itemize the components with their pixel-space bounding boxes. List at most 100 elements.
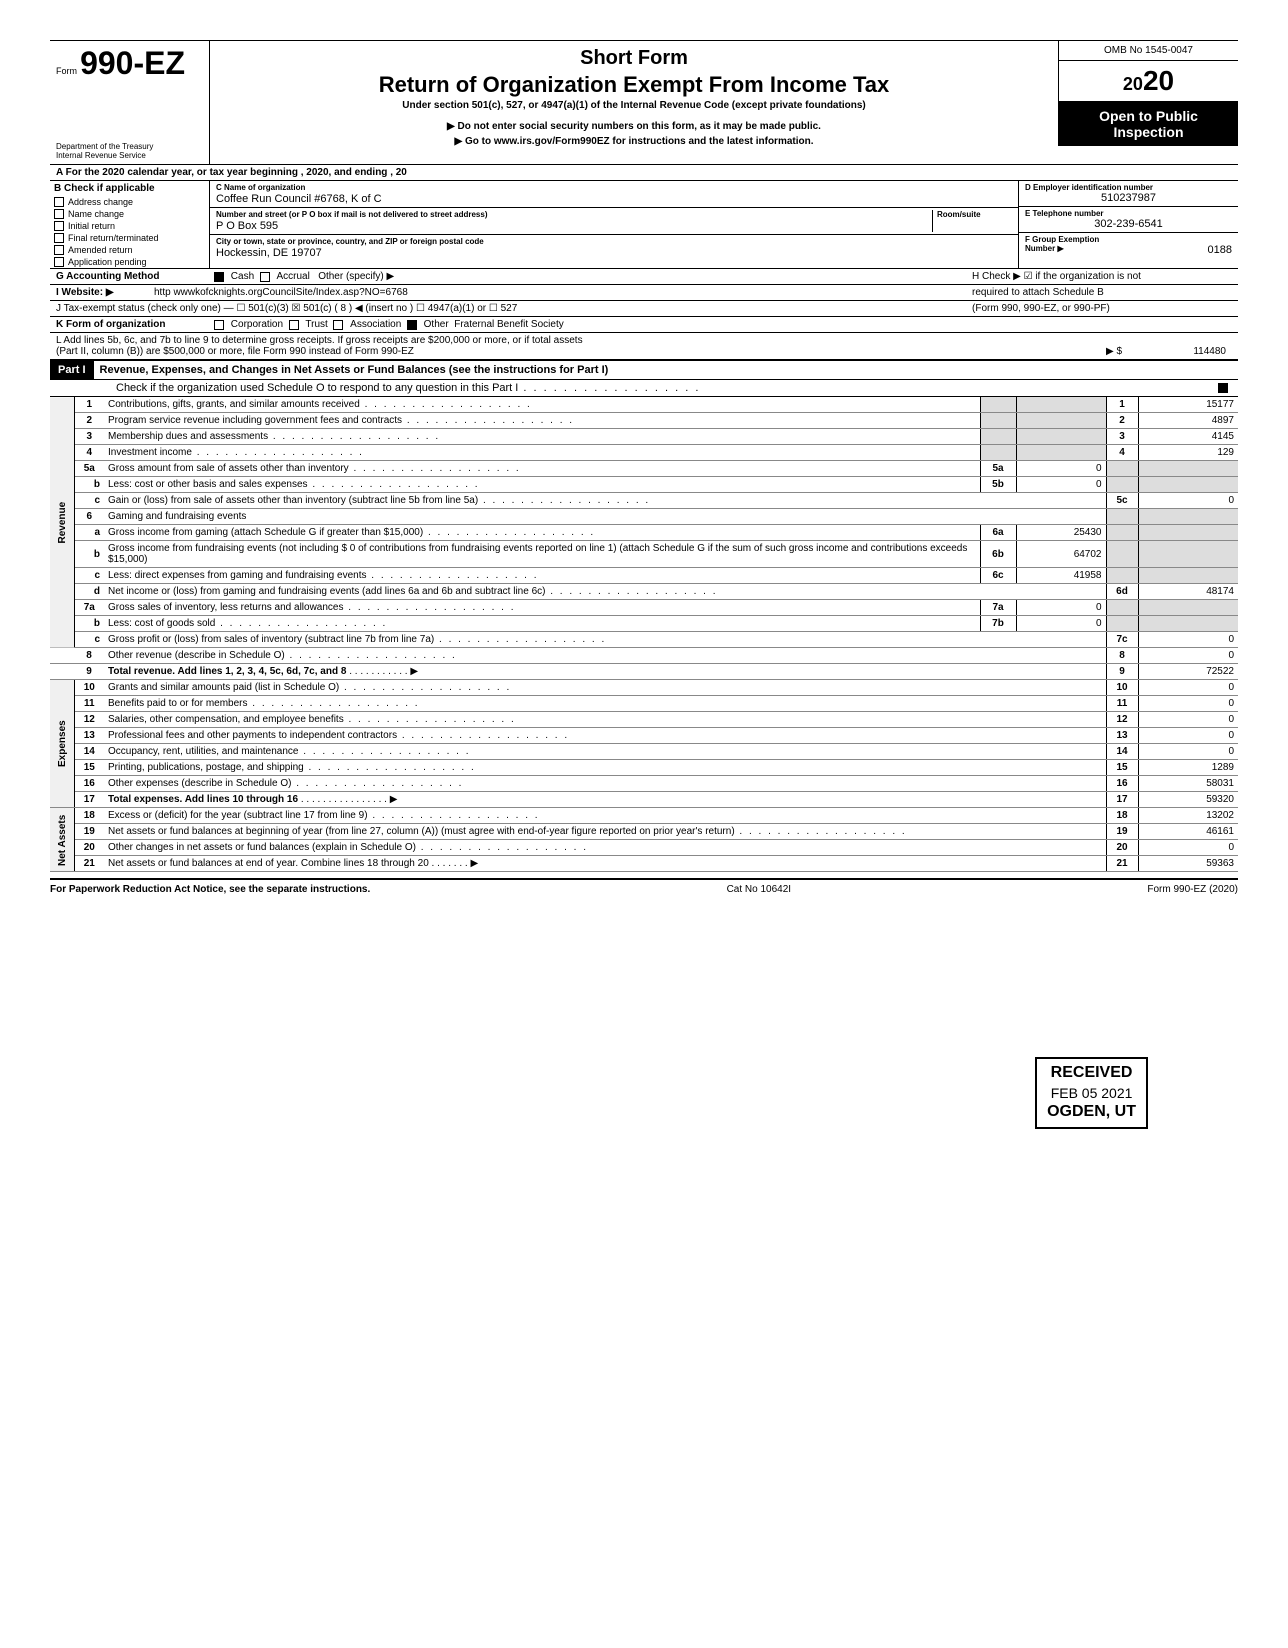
lbl-other: Other — [424, 319, 449, 330]
h-line1: H Check ▶ ☑ if the organization is not — [972, 271, 1232, 282]
line17-val: 59320 — [1138, 792, 1238, 808]
line11-val: 0 — [1138, 696, 1238, 712]
line18-val: 13202 — [1138, 808, 1238, 824]
check-corp[interactable] — [214, 320, 224, 330]
lbl-cash: Cash — [231, 271, 254, 282]
check-other[interactable]: ✓ — [407, 320, 417, 330]
line1-val: 15177 — [1138, 397, 1238, 413]
l-arrow: ▶ $ — [1062, 346, 1122, 357]
line10-desc: Grants and similar amounts paid (list in… — [104, 680, 1106, 696]
website-value: http wwwkofcknights.orgCouncilSite/Index… — [154, 287, 408, 298]
lbl-name-change: Name change — [68, 209, 124, 219]
line16-desc: Other expenses (describe in Schedule O) — [104, 776, 1106, 792]
line4-val: 129 — [1138, 445, 1238, 461]
line14-val: 0 — [1138, 744, 1238, 760]
open-public-2: Inspection — [1063, 124, 1234, 140]
l-line2: (Part II, column (B)) are $500,000 or mo… — [56, 346, 1062, 357]
check-trust[interactable] — [289, 320, 299, 330]
line5c-val: 0 — [1138, 493, 1238, 509]
netassets-section-label: Net Assets — [50, 808, 74, 872]
line2-val: 4897 — [1138, 413, 1238, 429]
line5b-mid: 0 — [1016, 477, 1106, 493]
line6c-mid: 41958 — [1016, 568, 1106, 584]
check-name-change[interactable]: Name change — [50, 208, 209, 220]
check-assoc[interactable] — [333, 320, 343, 330]
f-label: F Group Exemption — [1025, 235, 1232, 244]
inspection-box: Open to Public Inspection — [1059, 102, 1238, 146]
k-value: Fraternal Benefit Society — [454, 319, 564, 330]
l-value: 114480 — [1122, 346, 1232, 357]
line7c-desc: Gross profit or (loss) from sales of inv… — [104, 632, 1106, 648]
omb-number: OMB No 1545-0047 — [1059, 41, 1238, 61]
b-header: B Check if applicable — [50, 181, 209, 196]
part1-header-row: Part I Revenue, Expenses, and Changes in… — [50, 361, 1238, 380]
lbl-initial-return: Initial return — [68, 221, 115, 231]
check-application-pending[interactable]: Application pending — [50, 256, 209, 268]
line13-val: 0 — [1138, 728, 1238, 744]
main-title: Return of Organization Exempt From Incom… — [218, 72, 1050, 98]
instruction-2: ▶ Go to www.irs.gov/Form990EZ for instru… — [218, 136, 1050, 147]
d-ein-row: D Employer identification number 5102379… — [1019, 181, 1238, 207]
line21-val: 59363 — [1138, 856, 1238, 872]
title-cell: Short Form Return of Organization Exempt… — [210, 41, 1058, 153]
lbl-amended-return: Amended return — [68, 245, 133, 255]
line11-desc: Benefits paid to or for members — [104, 696, 1106, 712]
e-label: E Telephone number — [1025, 209, 1232, 218]
line13-desc: Professional fees and other payments to … — [104, 728, 1106, 744]
line12-val: 0 — [1138, 712, 1238, 728]
lbl-final-return: Final return/terminated — [68, 233, 159, 243]
line6-desc: Gaming and fundraising events — [104, 509, 1106, 525]
phone-value: 302-239-6541 — [1025, 218, 1232, 230]
i-label: I Website: ▶ — [56, 287, 146, 298]
check-address-change[interactable]: Address change — [50, 196, 209, 208]
line5a-mid: 0 — [1016, 461, 1106, 477]
j-text: J Tax-exempt status (check only one) — ☐… — [56, 303, 517, 314]
l-line1: L Add lines 5b, 6c, and 7b to line 9 to … — [56, 335, 1062, 346]
line3-val: 4145 — [1138, 429, 1238, 445]
line17-desc: Total expenses. Add lines 10 through 16 — [108, 794, 298, 805]
lbl-trust: Trust — [305, 319, 327, 330]
lbl-address-change: Address change — [68, 197, 133, 207]
line8-desc: Other revenue (describe in Schedule O) — [104, 648, 1106, 664]
g-label: G Accounting Method — [56, 271, 206, 282]
form-label: Form — [56, 66, 77, 76]
line7b-desc: Less: cost of goods sold — [104, 616, 980, 632]
check-accrual[interactable] — [260, 272, 270, 282]
check-final-return[interactable]: Final return/terminated — [50, 232, 209, 244]
row-k: K Form of organization Corporation Trust… — [50, 317, 1238, 333]
lines-table: Revenue 1Contributions, gifts, grants, a… — [50, 397, 1238, 872]
lines-wrapper: RECEIVED FEB 05 2021 OGDEN, UT Revenue 1… — [50, 397, 1238, 872]
line6a-desc: Gross income from gaming (attach Schedul… — [104, 525, 980, 541]
sub-title: Under section 501(c), 527, or 4947(a)(1)… — [218, 100, 1050, 111]
footer-right: Form 990-EZ (2020) — [1147, 884, 1238, 895]
exemption-value: 0188 — [1208, 244, 1232, 256]
line7a-desc: Gross sales of inventory, less returns a… — [104, 600, 980, 616]
e-phone-row: E Telephone number 302-239-6541 — [1019, 207, 1238, 233]
lbl-corp: Corporation — [231, 319, 283, 330]
f-label2: Number ▶ — [1025, 244, 1064, 256]
check-amended-return[interactable]: Amended return — [50, 244, 209, 256]
org-name: Coffee Run Council #6768, K of C — [216, 193, 1012, 205]
line6b-mid: 64702 — [1016, 541, 1106, 568]
line5c-desc: Gain or (loss) from sale of assets other… — [104, 493, 1106, 509]
line14-desc: Occupancy, rent, utilities, and maintena… — [104, 744, 1106, 760]
check-cash[interactable]: ✓ — [214, 272, 224, 282]
col-b: B Check if applicable Address change Nam… — [50, 181, 210, 268]
line18-desc: Excess or (deficit) for the year (subtra… — [104, 808, 1106, 824]
form-number-cell: Form 990-EZ Department of the Treasury I… — [50, 41, 210, 164]
line16-val: 58031 — [1138, 776, 1238, 792]
line6c-desc: Less: direct expenses from gaming and fu… — [104, 568, 980, 584]
tax-year: 20202020 — [1059, 61, 1238, 102]
form-number: 990-EZ — [80, 45, 185, 81]
section-bcdef: B Check if applicable Address change Nam… — [50, 181, 1238, 269]
line6d-val: 48174 — [1138, 584, 1238, 600]
check-schedule-o[interactable]: ✓ — [1218, 383, 1228, 393]
check-initial-return[interactable]: Initial return — [50, 220, 209, 232]
line5b-desc: Less: cost or other basis and sales expe… — [104, 477, 980, 493]
form-header: Form 990-EZ Department of the Treasury I… — [50, 40, 1238, 165]
line21-desc: Net assets or fund balances at end of ye… — [108, 858, 429, 869]
row-l: L Add lines 5b, 6c, and 7b to line 9 to … — [50, 333, 1238, 361]
org-city: Hockessin, DE 19707 — [216, 247, 1012, 259]
line12-desc: Salaries, other compensation, and employ… — [104, 712, 1106, 728]
part1-check-row: Check if the organization used Schedule … — [50, 380, 1238, 397]
